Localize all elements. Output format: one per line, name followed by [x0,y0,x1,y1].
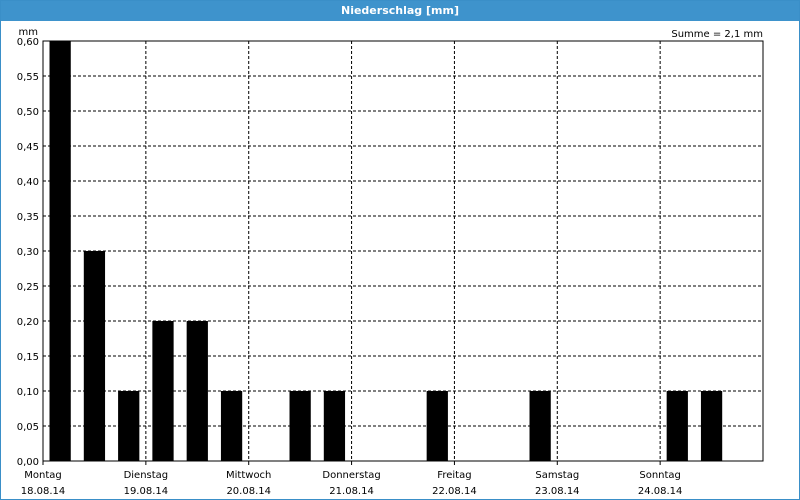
x-tick-day-label: Samstag [535,470,579,481]
y-tick-label: 0,20 [17,317,39,328]
x-tick-day-label: Dienstag [124,470,169,481]
x-tick-date-label: 22.08.14 [432,486,477,497]
bar [83,251,106,461]
x-tick-date-label: 19.08.14 [124,486,169,497]
y-tick-label: 0,55 [17,72,39,83]
x-tick-day-label: Montag [24,470,61,481]
x-tick-date-label: 18.08.14 [21,486,66,497]
x-tick-day-label: Donnerstag [322,470,380,481]
bar [323,391,346,461]
bar [220,391,243,461]
y-tick-label: 0,25 [17,282,39,293]
y-tick-label: 0,15 [17,352,39,363]
y-tick-label: 0,45 [17,142,39,153]
bar [289,391,311,461]
y-tick-label: 0,50 [17,107,39,118]
bar [152,321,174,461]
x-tick-date-label: 21.08.14 [329,486,374,497]
x-tick-day-label: Mittwoch [226,470,271,481]
plot-border [42,40,764,462]
y-tick-label: 0,60 [17,37,39,48]
x-tick-date-label: 23.08.14 [535,486,580,497]
chart-title: Niederschlag [mm] [1,1,799,21]
y-tick-label: 0,35 [17,212,39,223]
bar [426,391,448,461]
bar [529,391,551,461]
x-tick-date-label: 24.08.14 [638,486,683,497]
y-tick-label: 0,00 [17,457,39,468]
x-tick-date-label: 20.08.14 [226,486,271,497]
x-tick-day-label: Sonntag [639,470,681,481]
bar [700,391,723,461]
y-tick-label: 0,10 [17,387,39,398]
y-tick-label: 0,40 [17,177,39,188]
bar [666,391,688,461]
bar [118,391,140,461]
sum-annotation: Summe = 2,1 mm [671,29,763,40]
y-axis-unit-label: mm [19,27,38,38]
y-tick-label: 0,05 [17,422,39,433]
bar [49,41,71,461]
x-tick-day-label: Freitag [437,470,471,481]
bar [186,321,208,461]
y-tick-label: 0,30 [17,247,39,258]
